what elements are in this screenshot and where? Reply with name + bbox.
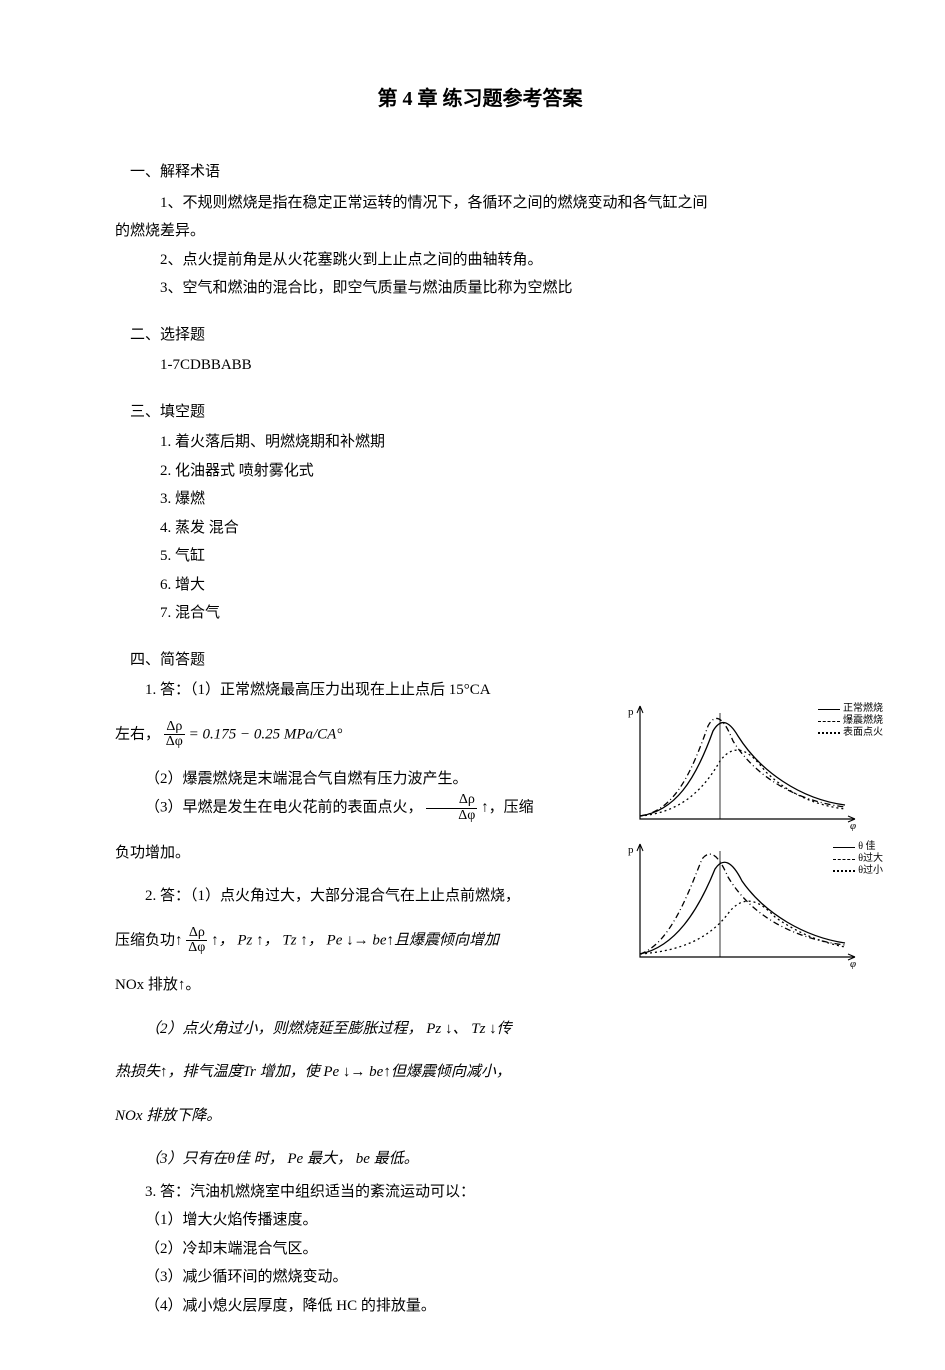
frac-den-2: Δφ — [426, 809, 477, 824]
frac-den: Δφ — [164, 735, 185, 750]
s2-answer: 1-7CDBBABB — [115, 351, 845, 380]
legend-label: θ过小 — [858, 865, 883, 877]
frac-den-3: Δφ — [186, 941, 207, 956]
legend-row: 爆震燃烧 — [818, 715, 883, 727]
section-4-heading: 四、简答题 — [115, 646, 845, 675]
chart-2-svg: pφ — [620, 839, 865, 969]
chart-2-legend: θ 佳θ过大θ过小 — [833, 841, 883, 877]
answer-figure-row: 1. 答：（1）正常燃烧最高压力出现在上止点后 15°CA 左右， Δρ Δφ … — [115, 676, 845, 1174]
q3-i1: （1）增大火焰传播速度。 — [115, 1206, 845, 1235]
legend-line-icon — [818, 709, 840, 710]
legend-row: θ过大 — [833, 853, 883, 865]
section-3-heading: 三、填空题 — [115, 398, 845, 427]
legend-label: 爆震燃烧 — [843, 715, 883, 727]
fraction-dp-dphi-1: Δρ Δφ — [164, 720, 185, 750]
legend-row: θ过小 — [833, 865, 883, 877]
s3-item-5: 5. 气缸 — [115, 542, 845, 571]
s3-item-1: 1. 着火落后期、明燃烧期和补燃期 — [115, 428, 845, 457]
q1-equation: = 0.175 − 0.25 MPa/CA° — [189, 726, 343, 742]
svg-text:φ: φ — [850, 958, 856, 969]
section-2-heading: 二、选择题 — [115, 321, 845, 350]
s3-item-3: 3. 爆燃 — [115, 485, 845, 514]
q1-line3: （3）早燃是发生在电火花前的表面点火， Δρ Δφ ↑，压缩 — [115, 793, 625, 823]
q1-line3-pre: （3）早燃是发生在电火花前的表面点火， — [145, 800, 423, 816]
q1-line1: 1. 答：（1）正常燃烧最高压力出现在上止点后 15°CA — [115, 676, 625, 705]
legend-line-icon — [818, 721, 840, 722]
legend-row: 表面点火 — [818, 727, 883, 739]
s3-item-6: 6. 增大 — [115, 571, 845, 600]
answer-text-column: 1. 答：（1）正常燃烧最高压力出现在上止点后 15°CA 左右， Δρ Δφ … — [115, 676, 625, 1174]
s1-item-1: 1、不规则燃烧是指在稳定正常运转的情况下，各循环之间的燃烧变动和各气缸之间 的燃… — [115, 189, 845, 246]
q2-line2-pre: 压缩负功↑ — [115, 932, 183, 948]
section-1-heading: 一、解释术语 — [115, 158, 845, 187]
svg-text:p: p — [628, 844, 634, 856]
chart-1-legend: 正常燃烧爆震燃烧表面点火 — [818, 703, 883, 739]
fraction-dp-dphi-2: Δρ Δφ — [426, 793, 477, 823]
q3-i3: （3）减少循环间的燃烧变动。 — [115, 1263, 845, 1292]
q2-line2: 压缩负功↑ Δρ Δφ ↑， Pz ↑， Tz ↑， Pe ↓→ be↑且爆震倾… — [115, 926, 625, 956]
figure-column: pφ 正常燃烧爆震燃烧表面点火 pφ θ 佳θ过大θ过小 — [620, 701, 865, 977]
q1-line1b-pre: 左右， — [115, 726, 160, 742]
s1-item-3: 3、空气和燃油的混合比，即空气质量与燃油质量比称为空燃比 — [115, 274, 845, 303]
q2-line2-rest: NOx 排放↑。 — [115, 971, 625, 1000]
svg-text:p: p — [628, 706, 634, 718]
legend-label: θ过大 — [858, 853, 883, 865]
q2-line3b: 热损失↑，排气温度Tr 增加，使 Pe ↓→ be↑但爆震倾向减小， — [115, 1058, 625, 1087]
s3-item-4: 4. 蒸发 混合 — [115, 514, 845, 543]
q2-line3-txt: （2）点火角过小，则燃烧延至膨胀过程， Pz ↓、 Tz ↓传 — [145, 1021, 512, 1037]
legend-line-icon — [818, 732, 840, 734]
q2-line2-post: ↑， Pz ↑， Tz ↑， Pe ↓→ be↑且爆震倾向增加 — [211, 932, 499, 948]
q3-i2: （2）冷却末端混合气区。 — [115, 1235, 845, 1264]
q2-line3c: NOx 排放下降。 — [115, 1102, 625, 1131]
legend-row: 正常燃烧 — [818, 703, 883, 715]
q3-i4: （4）减小熄火层厚度，降低 HC 的排放量。 — [115, 1292, 845, 1321]
s1-item-1-line1: 1、不规则燃烧是指在稳定正常运转的情况下，各循环之间的燃烧变动和各气缸之间 — [115, 189, 845, 218]
page-title: 第 4 章 练习题参考答案 — [115, 80, 845, 118]
legend-label: 表面点火 — [843, 727, 883, 739]
frac-num-2: Δρ — [426, 793, 477, 809]
s1-item-1-line2: 的燃烧差异。 — [115, 217, 845, 246]
frac-num: Δρ — [164, 720, 185, 736]
q1-line1b: 左右， Δρ Δφ = 0.175 − 0.25 MPa/CA° — [115, 720, 625, 750]
pressure-chart-2: pφ θ 佳θ过大θ过小 — [620, 839, 865, 969]
s1-item-2: 2、点火提前角是从火花塞跳火到上止点之间的曲轴转角。 — [115, 246, 845, 275]
q2-line3b-txt: 热损失↑，排气温度Tr 增加，使 Pe ↓→ be↑但爆震倾向减小， — [115, 1064, 511, 1080]
q1-line2: （2）爆震燃烧是末端混合气自燃有压力波产生。 — [115, 765, 625, 794]
fraction-dp-dphi-3: Δρ Δφ — [186, 926, 207, 956]
frac-num-3: Δρ — [186, 926, 207, 942]
legend-line-icon — [833, 859, 855, 860]
q2-line3: （2）点火角过小，则燃烧延至膨胀过程， Pz ↓、 Tz ↓传 — [115, 1015, 625, 1044]
legend-label: θ 佳 — [858, 841, 875, 853]
q2-line4-txt: （3）只有在θ佳 时， Pe 最大， be 最低。 — [145, 1151, 419, 1167]
q1-line3-rest: 负功增加。 — [115, 839, 625, 868]
pressure-chart-1: pφ 正常燃烧爆震燃烧表面点火 — [620, 701, 865, 831]
legend-line-icon — [833, 847, 855, 848]
q2-line3c-txt: NOx 排放下降。 — [115, 1108, 221, 1124]
q2-line4: （3）只有在θ佳 时， Pe 最大， be 最低。 — [115, 1145, 625, 1174]
s3-item-7: 7. 混合气 — [115, 599, 845, 628]
s3-item-2: 2. 化油器式 喷射雾化式 — [115, 457, 845, 486]
q1-line3-post: ↑，压缩 — [481, 800, 534, 816]
legend-line-icon — [833, 870, 855, 872]
q2-line1: 2. 答：（1）点火角过大，大部分混合气在上止点前燃烧， — [115, 882, 625, 911]
legend-label: 正常燃烧 — [843, 703, 883, 715]
q3-line1: 3. 答：汽油机燃烧室中组织适当的紊流运动可以： — [115, 1178, 845, 1207]
svg-text:φ: φ — [850, 820, 856, 831]
legend-row: θ 佳 — [833, 841, 883, 853]
